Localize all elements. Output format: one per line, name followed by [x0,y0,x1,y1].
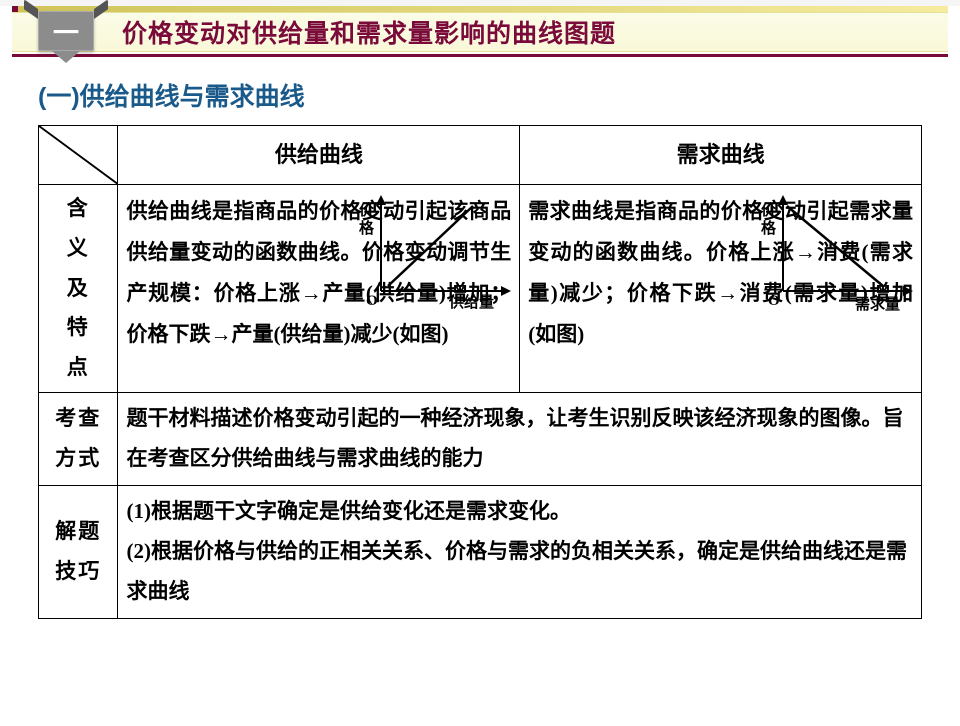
supply-y-label-2: 格 [359,219,375,237]
cell-exam-text: 题干材料描述价格变动引起的一种经济现象，让考生识别反映该经济现象的图像。旨在考查… [118,393,922,486]
cell-demand-def: 价 格 O 需求量 需求曲线是指商品的价格变动引起需求量变动的函数曲线。价格上涨… [520,184,922,392]
main-table: 供给曲线 需求曲线 含义及特点 价 格 O [38,125,922,619]
tips-line2: (2)根据价格与供给的正相关关系、价格与需求的负相关关系，确定是供给曲线还是需求… [126,532,913,612]
row-label-exam: 考查方式 [39,393,118,486]
page-root: 一 价格变动对供给量和需求量影响的曲线图题 (一)供给曲线与需求曲线 [0,6,960,726]
demand-chart: 价 格 O 需求量 [755,191,915,311]
row-exam: 考查方式 题干材料描述价格变动引起的一种经济现象，让考生识别反映该经济现象的图像… [39,393,922,486]
exam-text: 题干材料描述价格变动引起的一种经济现象，让考生识别反映该经济现象的图像。旨在考查… [126,399,913,479]
subtitle-text: 供给曲线与需求曲线 [80,83,305,111]
table-corner-cell [39,126,118,185]
table-header-row: 供给曲线 需求曲线 [39,126,922,185]
row-label-tips-text: 解题技巧 [55,519,101,583]
banner-tab: 一 [38,11,94,51]
row-label-def: 含义及特点 [39,184,118,392]
diagonal-icon [39,126,117,184]
banner-accent-bottom [12,54,948,57]
row-tips: 解题技巧 (1)根据题干文字确定是供给变化还是需求变化。 (2)根据价格与供给的… [39,486,922,619]
section-subtitle: (一)供给曲线与需求曲线 [38,77,960,113]
tips-line1: (1)根据题干文字确定是供给变化还是需求变化。 [126,492,913,532]
cell-supply-def: 价 格 O 供给量 供给曲线是指商品的价格变动引起该商品供给量变动的函数曲线。价… [118,184,520,392]
row-definition: 含义及特点 价 格 O 供给量 供给曲线是指商品的价格变动引起该商品供给量 [39,184,922,392]
row-label-def-text: 含义及特点 [67,196,90,380]
demand-x-label: 需求量 [855,295,900,311]
banner-tab-label: 一 [53,13,79,50]
row-label-exam-text: 考查方式 [55,406,101,470]
cell-tips: (1)根据题干文字确定是供给变化还是需求变化。 (2)根据价格与供给的正相关关系… [118,486,922,619]
supply-origin: O [366,293,378,309]
demand-origin: O [768,293,780,309]
demand-y-label-2: 格 [761,219,777,237]
supply-chart: 价 格 O 供给量 [353,191,513,311]
row-label-tips: 解题技巧 [39,486,118,619]
banner-title: 价格变动对供给量和需求量影响的曲线图题 [122,14,616,50]
supply-x-label: 供给量 [448,293,494,311]
subtitle-num: 一 [46,83,71,111]
col-header-demand: 需求曲线 [520,126,922,185]
supply-y-label-1: 价 [359,202,375,219]
table-wrap: 供给曲线 需求曲线 含义及特点 价 格 O [38,125,922,619]
banner-body: 一 价格变动对供给量和需求量影响的曲线图题 [12,12,948,52]
demand-y-label-1: 价 [761,202,777,219]
subtitle-paren-close: ) [71,83,79,111]
banner-fold-right [94,0,108,19]
banner: 一 价格变动对供给量和需求量影响的曲线图题 [12,6,948,57]
col-header-supply: 供给曲线 [118,126,520,185]
